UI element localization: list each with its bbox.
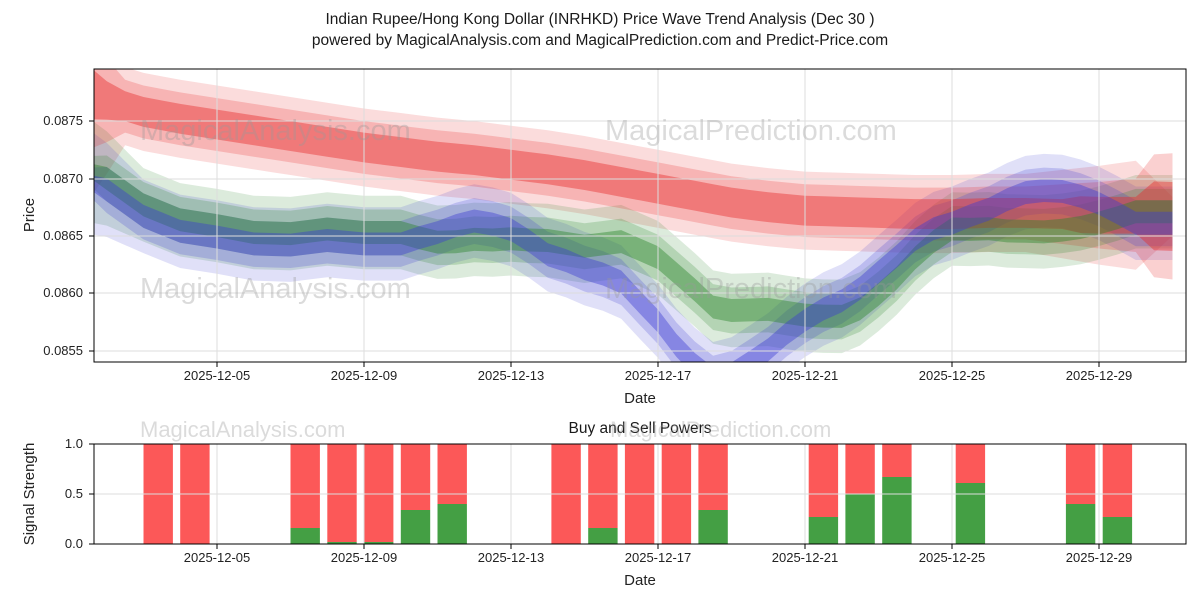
- svg-text:2025-12-25: 2025-12-25: [919, 368, 986, 383]
- svg-text:0.0: 0.0: [65, 536, 83, 551]
- svg-text:MagicalPrediction.com: MagicalPrediction.com: [610, 417, 831, 442]
- svg-text:2025-12-09: 2025-12-09: [331, 550, 398, 565]
- svg-text:Signal Strength: Signal Strength: [21, 443, 38, 546]
- svg-text:2025-12-05: 2025-12-05: [184, 368, 251, 383]
- svg-text:2025-12-17: 2025-12-17: [625, 550, 692, 565]
- svg-text:MagicalAnalysis.com: MagicalAnalysis.com: [140, 273, 411, 305]
- svg-text:2025-12-21: 2025-12-21: [772, 550, 839, 565]
- svg-text:2025-12-21: 2025-12-21: [772, 368, 839, 383]
- svg-text:2025-12-13: 2025-12-13: [478, 550, 545, 565]
- svg-text:0.0870: 0.0870: [43, 171, 83, 186]
- svg-text:2025-12-29: 2025-12-29: [1066, 550, 1133, 565]
- svg-text:Date: Date: [624, 390, 656, 407]
- svg-text:MagicalAnalysis.com: MagicalAnalysis.com: [140, 115, 411, 147]
- svg-text:2025-12-29: 2025-12-29: [1066, 368, 1133, 383]
- svg-text:1.0: 1.0: [65, 436, 83, 451]
- svg-text:2025-12-09: 2025-12-09: [331, 368, 398, 383]
- svg-text:0.0855: 0.0855: [43, 343, 83, 358]
- svg-text:0.0860: 0.0860: [43, 285, 83, 300]
- svg-text:2025-12-17: 2025-12-17: [625, 368, 692, 383]
- svg-text:2025-12-05: 2025-12-05: [184, 550, 251, 565]
- svg-text:2025-12-13: 2025-12-13: [478, 368, 545, 383]
- svg-text:0.0875: 0.0875: [43, 113, 83, 128]
- svg-text:0.0865: 0.0865: [43, 228, 83, 243]
- svg-text:Date: Date: [624, 572, 656, 589]
- svg-text:MagicalPrediction.com: MagicalPrediction.com: [605, 115, 897, 147]
- svg-text:2025-12-25: 2025-12-25: [919, 550, 986, 565]
- svg-text:MagicalAnalysis.com: MagicalAnalysis.com: [140, 417, 345, 442]
- svg-text:Price: Price: [21, 198, 38, 232]
- svg-text:MagicalPrediction.com: MagicalPrediction.com: [605, 273, 897, 305]
- svg-text:0.5: 0.5: [65, 486, 83, 501]
